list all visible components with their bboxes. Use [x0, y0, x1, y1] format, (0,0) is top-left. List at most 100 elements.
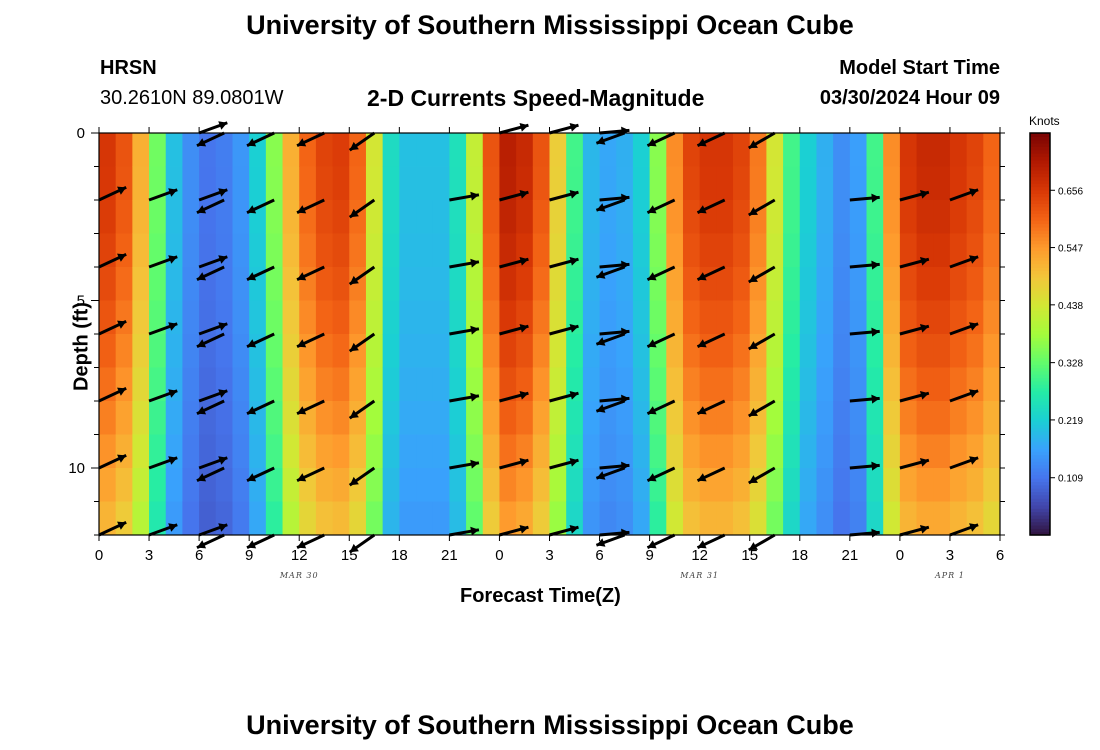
heatmap-cell: [532, 267, 550, 301]
current-arrow: [949, 322, 979, 336]
heatmap-cell: [783, 501, 801, 536]
heatmap-cell: [182, 133, 200, 167]
heatmap-cell: [783, 468, 801, 502]
heatmap-cell: [549, 300, 567, 335]
heatmap-cell: [399, 267, 417, 301]
x-tick-label: 0: [896, 547, 904, 564]
heatmap-cell: [282, 300, 300, 335]
heatmap-cell: [482, 501, 500, 536]
heatmap-cell: [282, 401, 300, 435]
heatmap-cell: [899, 267, 918, 301]
heatmap-cell: [983, 334, 1001, 368]
heatmap-cell: [783, 267, 801, 301]
heatmap-cell: [649, 166, 667, 201]
heatmap-cell: [182, 233, 200, 268]
current-arrow: [246, 198, 275, 215]
heatmap-cell: [165, 300, 183, 335]
heatmap-cell: [983, 133, 1001, 167]
heatmap-cell: [265, 233, 284, 268]
heatmap-cell: [499, 300, 517, 335]
heatmap-cell: [416, 334, 434, 368]
heatmap-cell: [149, 233, 167, 268]
current-arrow: [98, 453, 127, 470]
heatmap-cell: [883, 166, 901, 201]
y-tick-label: 10: [68, 460, 85, 477]
heatmap-cell: [182, 434, 200, 469]
heatmap-cell: [132, 501, 150, 536]
colorbar-segment: [1030, 447, 1050, 452]
heatmap-cell: [416, 233, 434, 268]
colorbar-segment: [1030, 441, 1050, 446]
heatmap-cell: [632, 334, 651, 368]
colorbar-segment: [1030, 240, 1050, 245]
heatmap-cell: [682, 434, 701, 469]
heatmap-cell: [733, 200, 751, 234]
current-arrow: [198, 523, 228, 537]
current-arrow: [696, 466, 726, 483]
heatmap-cell: [182, 501, 200, 536]
date-label: MAR 31: [679, 571, 719, 580]
model-start-label: Model Start Time: [839, 57, 1000, 79]
colorbar-segment: [1030, 421, 1050, 426]
current-arrow: [148, 188, 178, 202]
heatmap-cell: [99, 401, 117, 435]
heatmap-cell: [799, 300, 817, 335]
heatmap-cell: [916, 334, 934, 368]
heatmap-cell: [933, 267, 951, 301]
current-arrow: [949, 523, 979, 537]
heatmap-cell: [516, 468, 534, 502]
heatmap-cell: [833, 367, 851, 402]
colorbar-segment: [1030, 364, 1050, 369]
heatmap-cell: [899, 501, 918, 536]
heatmap-cell: [349, 367, 367, 402]
heatmap-cell: [332, 468, 350, 502]
heatmap-cell: [265, 200, 284, 234]
heatmap-cell: [132, 401, 150, 435]
heatmap-cell: [432, 434, 450, 469]
colorbar-segment: [1030, 310, 1050, 315]
current-arrow: [246, 332, 275, 349]
current-arrow: [646, 265, 676, 282]
heatmap-cell: [733, 401, 751, 435]
heatmap-cell: [115, 434, 133, 469]
colorbar-segment: [1030, 226, 1050, 231]
heatmap-cell: [365, 367, 384, 402]
model-start-value: 03/30/2024 Hour 09: [819, 87, 1000, 109]
heatmap-cell: [165, 267, 183, 301]
heatmap-cell: [332, 200, 350, 234]
current-arrow: [696, 198, 726, 215]
x-tick-label: 0: [495, 547, 503, 564]
x-tick-label: 21: [441, 547, 458, 564]
heatmap-cell: [516, 267, 534, 301]
heatmap-cell: [833, 133, 851, 167]
heatmap-cell: [899, 166, 918, 201]
heatmap-cell: [382, 501, 400, 536]
heatmap-cell: [616, 401, 634, 435]
colorbar-segment: [1030, 220, 1050, 225]
colorbar-segment: [1030, 270, 1050, 275]
colorbar-segment: [1030, 166, 1050, 171]
heatmap-cell: [265, 401, 284, 435]
heatmap-cell: [232, 233, 250, 268]
current-arrow: [296, 399, 325, 416]
colorbar-segment: [1030, 246, 1050, 251]
current-arrow: [696, 332, 726, 349]
colorbar-segment: [1030, 508, 1050, 513]
heatmap-cell: [799, 133, 817, 167]
colorbar-segment: [1030, 367, 1050, 372]
current-arrow: [849, 260, 880, 270]
heatmap-cell: [716, 233, 734, 268]
colorbar: 0.109 0.219 0.328 0.438 0.547 0.656: [1029, 132, 1083, 536]
colorbar-segment: [1030, 344, 1050, 348]
heatmap-cell: [215, 501, 233, 536]
heatmap-cell: [549, 334, 567, 368]
heatmap-cell: [132, 233, 150, 268]
heatmap-cell: [916, 401, 934, 435]
heatmap-cell: [666, 267, 684, 301]
heatmap-cell: [833, 501, 851, 536]
heatmap-cell: [516, 200, 534, 234]
heatmap-cell: [249, 233, 267, 268]
heatmap-cell: [899, 300, 918, 335]
heatmap-cell: [532, 166, 550, 201]
heatmap-cell: [699, 300, 717, 335]
